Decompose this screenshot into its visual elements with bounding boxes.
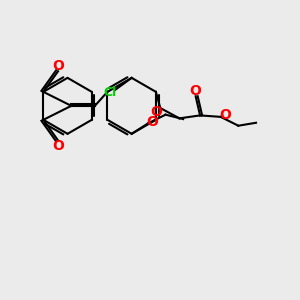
Text: O: O	[190, 84, 202, 98]
Text: O: O	[52, 59, 64, 73]
Text: O: O	[146, 115, 158, 129]
Text: O: O	[150, 105, 162, 118]
Text: O: O	[52, 139, 64, 153]
Text: Cl: Cl	[103, 86, 117, 99]
Text: O: O	[219, 108, 231, 122]
